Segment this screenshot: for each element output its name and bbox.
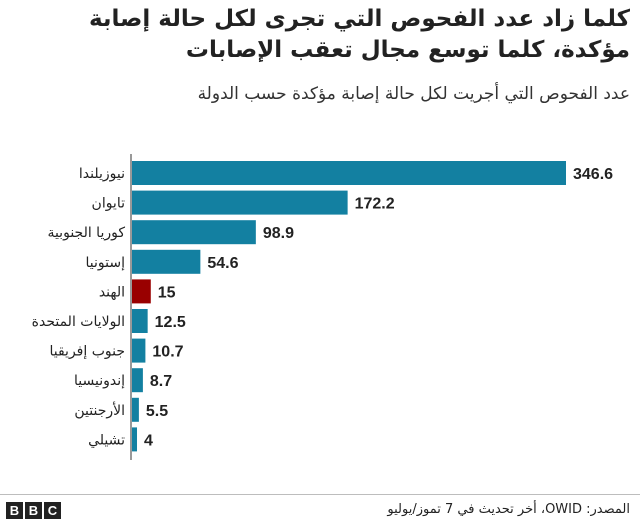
bar xyxy=(132,161,566,185)
bar xyxy=(132,427,138,452)
footer-divider xyxy=(0,494,640,495)
category-label: الولايات المتحدة xyxy=(32,314,125,330)
logo-letter: B xyxy=(6,502,23,519)
category-label: إندونيسيا xyxy=(74,373,125,389)
bar xyxy=(132,249,201,274)
bbc-logo: B B C xyxy=(6,502,61,519)
value-label: 98.9 xyxy=(263,225,294,242)
logo-letter: B xyxy=(25,502,42,519)
bar xyxy=(132,190,348,215)
bar xyxy=(132,220,256,245)
value-label: 5.5 xyxy=(146,403,168,420)
value-label: 15 xyxy=(158,284,176,301)
category-label: الأرجنتين xyxy=(74,401,125,419)
bar-chart: نيوزيلندا 346.6 تايوان 172.2 كوريا الجنوبية 9… xyxy=(32,154,613,460)
category-label: جنوب إفريقيا xyxy=(49,344,125,360)
bar xyxy=(132,279,151,304)
value-label: 346.6 xyxy=(573,166,613,183)
value-label: 4 xyxy=(144,432,153,449)
chart-subtitle: عدد الفحوص التي أجريت لكل حالة إصابة مؤك… xyxy=(197,84,630,104)
value-label: 172.2 xyxy=(355,196,395,213)
category-label: كوريا الجنوبية xyxy=(47,225,125,241)
value-label: 12.5 xyxy=(155,314,186,331)
bar xyxy=(132,397,139,422)
category-label: نيوزيلندا xyxy=(79,166,125,182)
bar xyxy=(132,309,148,333)
value-label: 54.6 xyxy=(207,255,238,272)
source-note: المصدر: OWID، أخر تحديث في 7 تموز/يوليو xyxy=(387,502,630,517)
chart-title: كلما زاد عدد الفحوص التي تجرى لكل حالة إ… xyxy=(88,6,630,63)
value-label: 10.7 xyxy=(152,344,183,361)
value-label: 8.7 xyxy=(150,373,172,390)
bar xyxy=(132,338,146,363)
bar xyxy=(132,368,143,393)
category-label: تايوان xyxy=(92,196,126,212)
category-label: إستونيا xyxy=(86,255,126,271)
logo-letter: C xyxy=(44,502,61,519)
category-label: تشيلي xyxy=(88,432,125,448)
category-label: الهند xyxy=(99,284,125,300)
